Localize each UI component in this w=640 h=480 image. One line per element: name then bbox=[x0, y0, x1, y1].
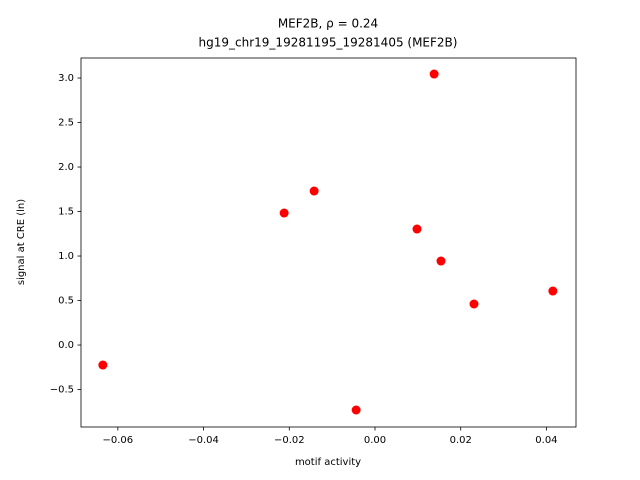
x-axis-label: motif activity bbox=[295, 457, 361, 468]
y-tick-label: −0.5 bbox=[50, 385, 74, 396]
y-tick-label: 1.5 bbox=[58, 207, 74, 218]
point bbox=[548, 286, 558, 296]
x-tick-label: 0.04 bbox=[535, 435, 557, 446]
x-tick-label: −0.06 bbox=[103, 435, 134, 446]
chart-subtitle: hg19_chr19_19281195_19281405 (MEF2B) bbox=[199, 36, 458, 50]
y-axis-label: signal at CRE (ln) bbox=[16, 199, 27, 285]
x-tick-label: −0.04 bbox=[188, 435, 219, 446]
y-tick-label: 2.0 bbox=[58, 162, 74, 173]
chart-title: MEF2B, ρ = 0.24 bbox=[278, 17, 378, 31]
y-tick-label: 0.0 bbox=[58, 340, 74, 351]
point bbox=[98, 360, 108, 370]
y-tick-label: 1.0 bbox=[58, 251, 74, 262]
x-tick-label: −0.02 bbox=[274, 435, 305, 446]
plot-frame bbox=[80, 57, 577, 428]
y-tick-label: 3.0 bbox=[58, 73, 74, 84]
point bbox=[351, 405, 361, 415]
point bbox=[429, 69, 439, 79]
y-tick-label: 2.5 bbox=[58, 118, 74, 129]
point bbox=[436, 256, 446, 266]
point bbox=[279, 208, 289, 218]
point bbox=[309, 186, 319, 196]
x-tick-label: 0.00 bbox=[364, 435, 386, 446]
x-tick-label: 0.02 bbox=[450, 435, 472, 446]
y-tick-label: 0.5 bbox=[58, 296, 74, 307]
point bbox=[412, 224, 422, 234]
point bbox=[469, 299, 479, 309]
